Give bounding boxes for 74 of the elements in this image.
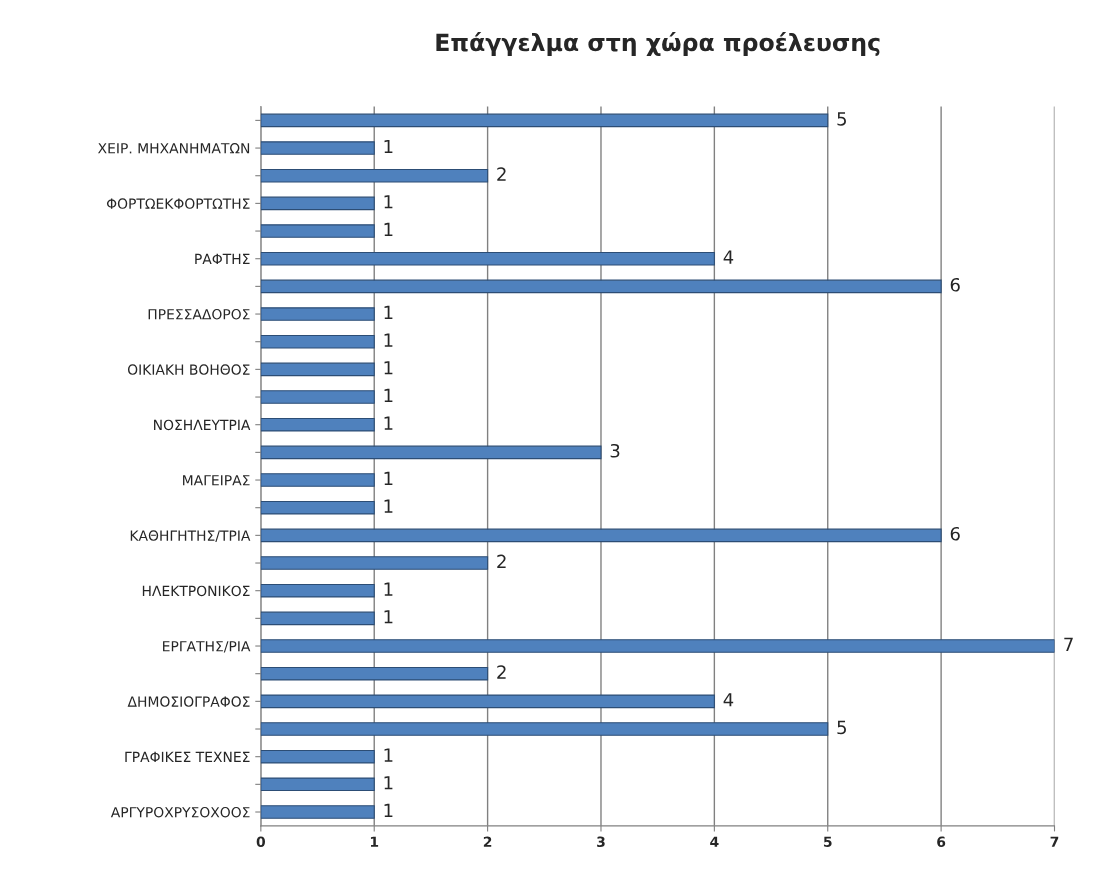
data-label: 2 [497, 167, 506, 181]
x-tick-label: 7 [1050, 836, 1059, 847]
data-label: 2 [497, 665, 506, 679]
bar [260, 583, 375, 598]
y-tick-label: ΟΙΚΙΑΚΗ ΒΟΗΘΟΣ [127, 364, 250, 375]
bar [260, 168, 489, 183]
bar [260, 694, 715, 709]
y-tick-label: ΕΡΓΑΤΗΣ/ΡΙΑ [163, 641, 251, 653]
bar [260, 777, 375, 792]
data-label: 1 [384, 610, 393, 624]
data-label: 6 [950, 526, 960, 541]
y-tick-label: ΠΡΕΣΣΑΔΟΡΟΣ [148, 309, 250, 320]
bar [260, 445, 602, 460]
bar [260, 473, 375, 487]
data-label: 1 [384, 803, 393, 817]
bar [260, 279, 942, 294]
y-tick-label: ΝΟΣΗΛΕΥΤΡΙΑ [154, 419, 251, 431]
bar [260, 113, 829, 128]
y-tick-label: ΜΑΓΕΙΡΑΣ [183, 475, 250, 486]
data-label: 1 [384, 139, 393, 154]
bar [260, 611, 375, 626]
data-label: 1 [384, 388, 393, 403]
x-tick-label: 2 [483, 836, 492, 847]
x-tick-label: 1 [370, 836, 379, 847]
y-tick-label: ΗΛΕΚΤΡΟΝΙΚΟΣ [142, 585, 250, 597]
bar [260, 749, 375, 764]
chart-title: Επάγγελμα στη χώρα προέλευσης [436, 32, 880, 56]
bar [260, 556, 489, 570]
y-tick-label: ΚΑΘΗΓΗΤΗΣ/ΤΡΙΑ [130, 530, 251, 542]
data-label: 1 [384, 222, 393, 237]
data-label: 2 [497, 554, 506, 569]
data-label: 4 [723, 250, 734, 264]
data-label: 4 [723, 693, 734, 707]
x-tick-label: 6 [937, 836, 946, 848]
data-label: 1 [384, 333, 393, 347]
data-label: 1 [384, 582, 393, 596]
bar [260, 141, 375, 155]
data-label: 1 [384, 776, 393, 790]
data-label: 1 [384, 499, 393, 513]
data-label: 5 [837, 720, 846, 735]
bar [260, 666, 489, 681]
bar [260, 390, 375, 404]
y-tick-label: ΔΗΜΟΣΙΟΓΡΑΦΟΣ [127, 696, 250, 707]
x-tick-label: 4 [710, 836, 719, 847]
bar [260, 500, 375, 515]
bar [260, 196, 375, 211]
bar [260, 722, 829, 736]
bar [260, 639, 1055, 653]
data-label: 5 [837, 112, 846, 126]
bar [260, 417, 375, 432]
data-label: 3 [610, 443, 620, 458]
data-label: 1 [384, 471, 393, 486]
data-label: 6 [950, 277, 960, 292]
y-tick-label: ΡΑΦΤΗΣ [195, 253, 250, 264]
bar [260, 805, 375, 819]
y-tick-label: ΑΡΓΥΡΟΧΡΥΣΟΧΟΟΣ [110, 806, 250, 818]
data-label: 1 [384, 361, 393, 375]
data-label: 1 [384, 748, 393, 762]
x-tick-label: 5 [823, 836, 832, 848]
x-tick-label: 0 [256, 836, 266, 848]
bar [260, 307, 375, 321]
data-label: 7 [1064, 637, 1073, 651]
bar [260, 251, 715, 266]
data-label: 1 [384, 195, 393, 209]
bar [260, 224, 375, 238]
y-tick-label: ΦΟΡΤΩΕΚΦΟΡΤΩΤΗΣ [106, 198, 250, 209]
x-tick-label: 3 [597, 836, 605, 848]
data-label: 1 [384, 305, 393, 320]
data-label: 1 [384, 416, 393, 430]
bar [260, 362, 375, 377]
bar [260, 528, 942, 543]
y-tick-label: ΓΡΑΦΙΚΕΣ ΤΕΧΝΕΣ [125, 751, 250, 762]
bar [260, 334, 375, 349]
y-tick-label: ΧΕΙΡ. ΜΗΧΑΝΗΜΑΤΩΝ [98, 143, 250, 154]
